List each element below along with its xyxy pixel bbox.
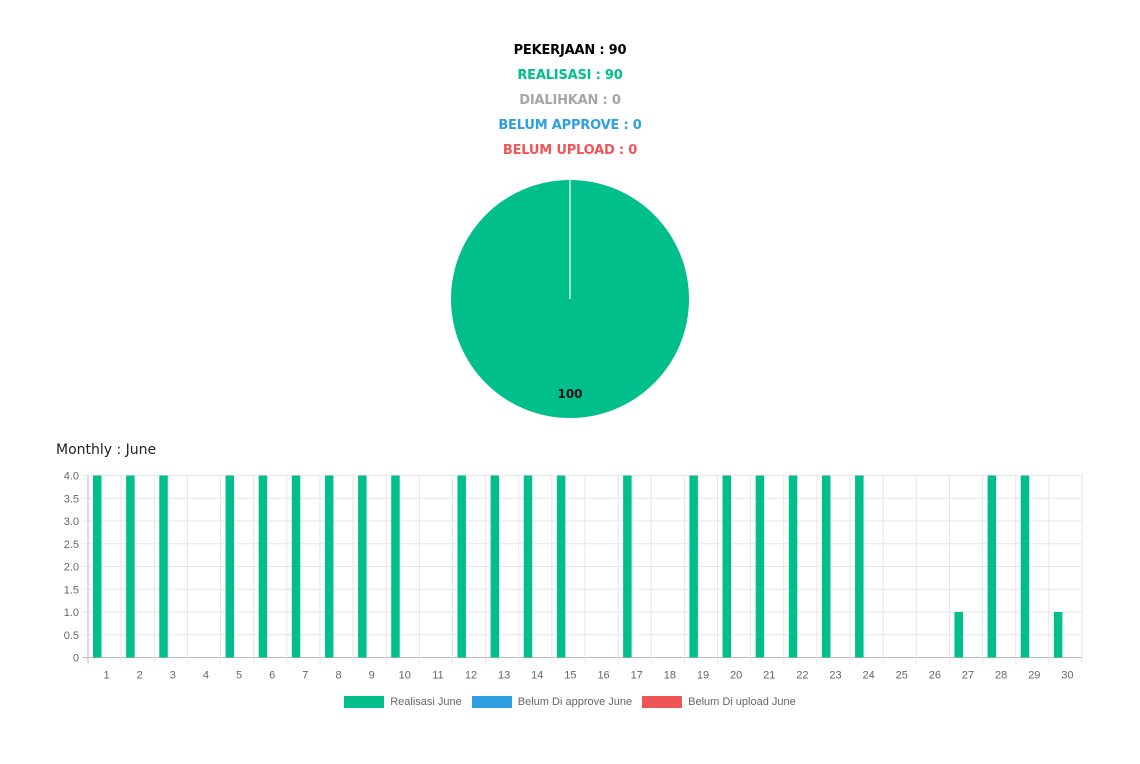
- legend-label: Belum Di approve June: [517, 696, 633, 708]
- bar-realisasi-june[interactable]: [258, 475, 268, 658]
- bar-realisasi-june[interactable]: [623, 475, 632, 658]
- bar-realisasi-june[interactable]: [159, 475, 168, 658]
- bar-realisasi-june[interactable]: [954, 612, 963, 658]
- x-tick-label: 17: [631, 670, 643, 682]
- bar-realisasi-june[interactable]: [722, 475, 732, 658]
- bar-realisasi-june[interactable]: [821, 475, 831, 658]
- bar-realisasi-june[interactable]: [324, 475, 334, 658]
- y-tick-label: 2.0: [64, 562, 79, 574]
- legend-label: Realisasi June: [390, 696, 462, 708]
- x-tick-label: 5: [236, 670, 242, 682]
- bar-realisasi-june[interactable]: [788, 475, 798, 658]
- monthly-bar-chart: 00.51.01.52.02.53.03.54.01 2 3 4 5 6 7 8 9 10 11 12…: [64, 471, 1083, 682]
- x-tick-label: 2: [137, 670, 143, 682]
- y-tick-label: 3.0: [64, 516, 79, 528]
- x-tick-label: 30: [1061, 670, 1073, 682]
- bar-realisasi-june[interactable]: [358, 475, 367, 658]
- x-tick-label: 18: [664, 670, 676, 682]
- bar-realisasi-june[interactable]: [291, 475, 301, 658]
- x-tick-label: 9: [369, 670, 375, 682]
- bar-realisasi-june[interactable]: [1053, 612, 1063, 658]
- x-tick-label: 25: [896, 670, 908, 682]
- bar-realisasi-june[interactable]: [523, 475, 533, 658]
- y-tick-label: 2.5: [64, 539, 79, 551]
- x-tick-label: 7: [302, 670, 308, 682]
- bar-realisasi-june[interactable]: [457, 475, 466, 658]
- dialihkan-total: DIALIHKAN : 0: [519, 93, 621, 108]
- x-tick-label: 16: [597, 670, 609, 682]
- legend-item[interactable]: Belum Di upload June: [642, 696, 796, 708]
- x-tick-label: 24: [863, 670, 875, 682]
- x-tick-label: 4: [203, 670, 209, 682]
- x-tick-label: 6: [269, 670, 275, 682]
- x-tick-label: 14: [531, 670, 543, 682]
- pekerjaan-total: PEKERJAAN : 90: [513, 43, 627, 58]
- legend-item[interactable]: Realisasi June: [344, 696, 462, 708]
- x-tick-label: 3: [170, 670, 176, 682]
- y-tick-label: 4.0: [64, 471, 79, 483]
- x-tick-label: 1: [104, 670, 110, 682]
- x-tick-label: 26: [929, 670, 941, 682]
- summary-panel: PEKERJAAN : 90 REALISASI : 90 DIALIHKAN …: [0, 40, 1140, 165]
- x-tick-label: 13: [498, 670, 510, 682]
- belum-approve-total: BELUM APPROVE : 0: [498, 118, 642, 133]
- realisasi-total: REALISASI : 90: [517, 68, 623, 83]
- y-tick-label: 0: [73, 653, 79, 665]
- x-tick-label: 11: [432, 670, 443, 682]
- bar-realisasi-june[interactable]: [93, 475, 102, 658]
- legend-item[interactable]: Belum Di approve June: [471, 696, 633, 708]
- legend-swatch: [642, 696, 683, 708]
- y-tick-label: 0.5: [64, 630, 79, 642]
- monthly-chart-title: Monthly : June: [56, 442, 157, 458]
- pie-chart: 100: [449, 178, 691, 420]
- bar-realisasi-june[interactable]: [391, 475, 400, 658]
- bar-realisasi-june[interactable]: [855, 475, 864, 658]
- belum-upload-total: BELUM UPLOAD : 0: [502, 143, 638, 158]
- bar-realisasi-june[interactable]: [987, 475, 997, 658]
- x-tick-label: 28: [995, 670, 1007, 682]
- legend-swatch: [471, 696, 512, 708]
- y-tick-label: 3.5: [64, 493, 79, 505]
- bar-realisasi-june[interactable]: [126, 475, 135, 658]
- bar-realisasi-june[interactable]: [689, 475, 698, 658]
- bar-realisasi-june[interactable]: [556, 475, 566, 658]
- x-tick-label: 15: [564, 670, 576, 682]
- bar-realisasi-june[interactable]: [1020, 475, 1030, 658]
- x-tick-label: 10: [399, 670, 411, 682]
- x-tick-label: 19: [697, 670, 709, 682]
- x-tick-label: 12: [465, 670, 477, 682]
- x-tick-label: 27: [962, 670, 974, 682]
- bar-realisasi-june[interactable]: [755, 475, 765, 658]
- x-tick-label: 8: [335, 670, 341, 682]
- y-tick-label: 1.0: [64, 607, 79, 619]
- x-tick-label: 21: [763, 670, 775, 682]
- legend-swatch: [344, 696, 385, 708]
- bar-realisasi-june[interactable]: [490, 475, 500, 658]
- bar-realisasi-june[interactable]: [225, 475, 235, 658]
- bar-chart-legend: Realisasi June Belum Di approve June Belum…: [0, 696, 1140, 708]
- x-tick-label: 20: [730, 670, 742, 682]
- pie-data-label: 100: [557, 387, 582, 401]
- x-tick-label: 22: [796, 670, 808, 682]
- pie-chart-svg: 100: [451, 180, 689, 418]
- x-tick-label: 29: [1028, 670, 1040, 682]
- x-tick-label: 23: [829, 670, 841, 682]
- legend-label: Belum Di upload June: [688, 696, 796, 708]
- y-tick-label: 1.5: [64, 584, 79, 596]
